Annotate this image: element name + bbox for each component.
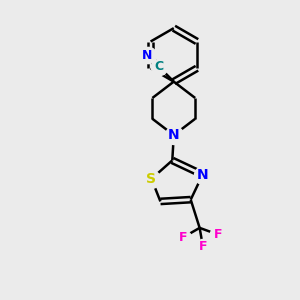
- Text: F: F: [199, 240, 207, 254]
- Text: C: C: [154, 60, 164, 74]
- Text: S: S: [146, 172, 157, 186]
- Text: F: F: [214, 228, 222, 241]
- Text: F: F: [179, 231, 187, 244]
- Text: N: N: [142, 49, 153, 62]
- Text: N: N: [168, 128, 180, 142]
- Text: N: N: [197, 168, 208, 182]
